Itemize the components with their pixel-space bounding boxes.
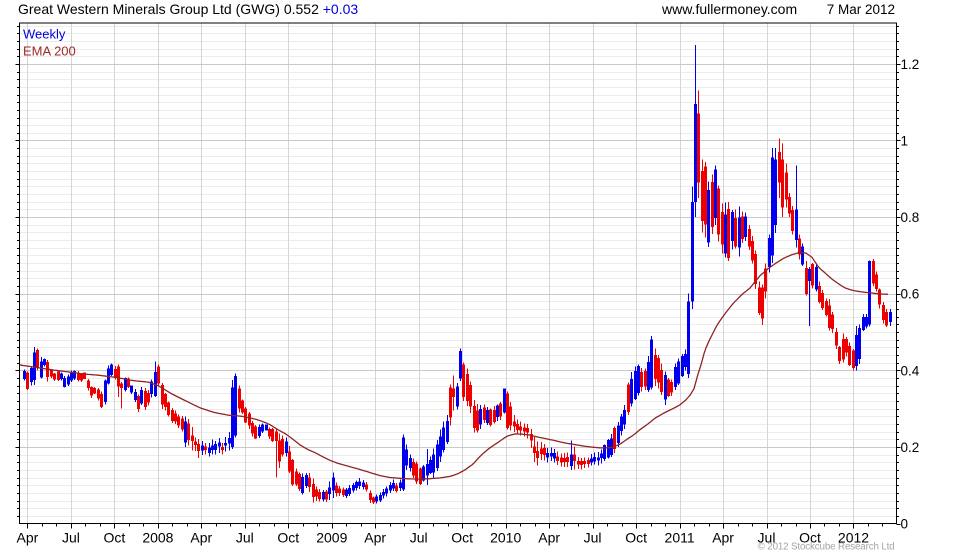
svg-text:Oct: Oct: [104, 530, 126, 546]
svg-text:Jul: Jul: [410, 530, 428, 546]
svg-text:Apr: Apr: [17, 530, 39, 546]
svg-text:© 2012 Stockcube Research Ltd: © 2012 Stockcube Research Ltd: [758, 542, 895, 553]
svg-text:Apr: Apr: [190, 530, 212, 546]
svg-text:Oct: Oct: [625, 530, 647, 546]
svg-text:Oct: Oct: [451, 530, 473, 546]
svg-text:0: 0: [901, 517, 909, 532]
svg-text:Jul: Jul: [758, 530, 776, 546]
svg-text:0.8: 0.8: [901, 210, 920, 225]
svg-text:7 Mar 2012: 7 Mar 2012: [827, 2, 895, 17]
svg-text:Apr: Apr: [538, 530, 560, 546]
svg-text:Apr: Apr: [364, 530, 386, 546]
svg-text:0.4: 0.4: [901, 363, 920, 378]
svg-text:Great Western Minerals Group L: Great Western Minerals Group Ltd (GWG) 0…: [18, 1, 358, 17]
svg-text:Oct: Oct: [799, 530, 821, 546]
svg-text:0.2: 0.2: [901, 440, 920, 455]
svg-text:2011: 2011: [665, 530, 695, 546]
svg-text:2009: 2009: [316, 530, 347, 546]
svg-text:2010: 2010: [490, 530, 521, 546]
svg-text:Jul: Jul: [236, 530, 254, 546]
svg-text:2008: 2008: [142, 530, 173, 546]
svg-text:Apr: Apr: [712, 530, 734, 546]
svg-text:Weekly: Weekly: [23, 27, 66, 42]
svg-text:Jul: Jul: [584, 530, 602, 546]
svg-text:www.fullermoney.com: www.fullermoney.com: [661, 1, 797, 17]
svg-text:1.2: 1.2: [901, 57, 920, 72]
svg-text:Jul: Jul: [62, 530, 80, 546]
svg-text:0.6: 0.6: [901, 287, 920, 302]
svg-text:Oct: Oct: [277, 530, 299, 546]
svg-text:1: 1: [901, 134, 909, 149]
svg-text:2012: 2012: [838, 530, 869, 546]
svg-text:EMA 200: EMA 200: [23, 44, 76, 59]
